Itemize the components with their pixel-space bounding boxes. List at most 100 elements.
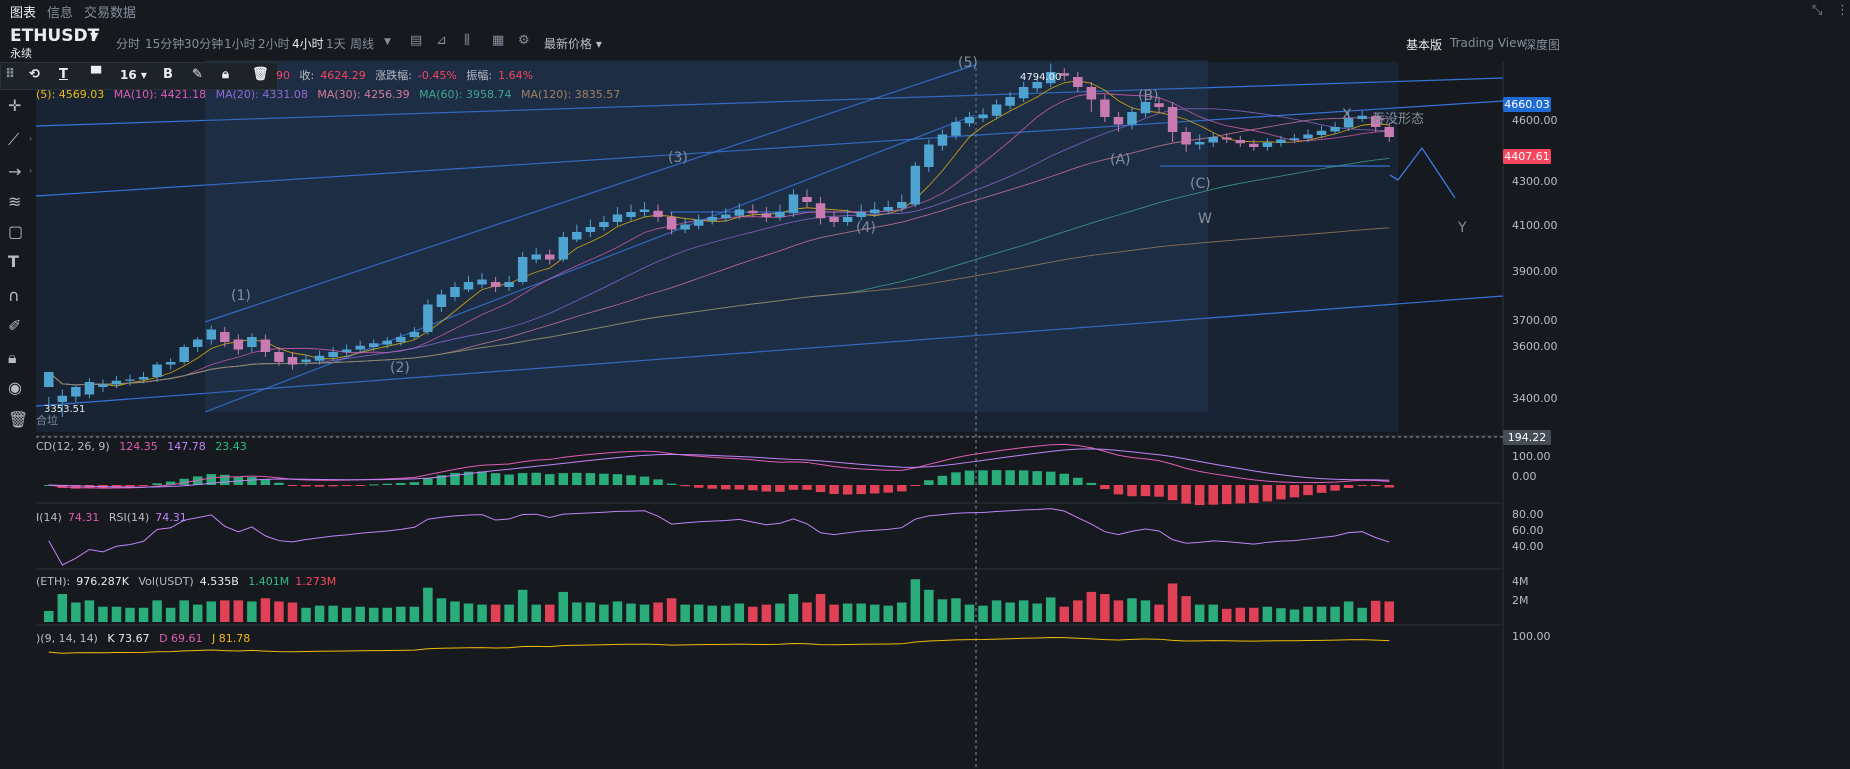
- macd-histogram-bar: [179, 478, 189, 485]
- font-size-select[interactable]: 16 ▾: [120, 68, 147, 82]
- view-basic[interactable]: 基本版: [1406, 38, 1443, 52]
- macd-histogram-bar: [396, 483, 406, 485]
- ma10-line: [48, 93, 1390, 386]
- macd-histogram-bar: [1045, 471, 1056, 485]
- text-tool-icon[interactable]: T: [59, 67, 68, 82]
- lock-all-icon[interactable]: 🔒︎: [8, 348, 17, 367]
- interval-week[interactable]: 周线: [350, 37, 375, 51]
- delete-icon[interactable]: 🗑︎: [8, 410, 29, 429]
- macd-histogram-bar: [680, 485, 690, 487]
- paint-roller-icon[interactable]: ▀: [91, 67, 101, 82]
- macd-legend: CD(12, 26, 9) 124.35 147.78 23.43: [36, 440, 247, 453]
- volume-bar: [44, 610, 54, 622]
- template-icon[interactable]: ▦: [492, 33, 505, 48]
- latest-price-dropdown[interactable]: 最新价格 ▾: [544, 37, 602, 51]
- interval-timeline[interactable]: 分时: [116, 37, 141, 51]
- left-toolbar: ✛ ⟋ › → › ≋ ▢ T ∩ ✐ 🔒︎ ◉ 🗑︎: [0, 90, 34, 769]
- interval-dropdown-icon[interactable]: ▼: [384, 37, 391, 47]
- macd-axis-label: 100.00: [1512, 450, 1551, 463]
- trend-line: [35, 295, 1504, 407]
- crosshair-icon[interactable]: ✛: [8, 96, 22, 115]
- candle-body: [531, 254, 541, 260]
- volume-bar: [883, 605, 893, 622]
- volume-bar: [111, 606, 122, 622]
- volume-bar: [802, 602, 812, 622]
- text-icon[interactable]: T: [8, 252, 19, 271]
- interval-1d[interactable]: 1天: [326, 37, 346, 51]
- ray-icon[interactable]: → ›: [8, 162, 33, 181]
- view-tradingview[interactable]: Trading View: [1450, 36, 1527, 50]
- chart-toolbar: [0, 22, 1850, 62]
- interval-30m[interactable]: 30分钟: [184, 37, 224, 51]
- candle-body: [125, 379, 135, 381]
- candle-body: [1384, 127, 1394, 137]
- volume-bar: [57, 594, 68, 622]
- volume-bar: [653, 602, 663, 622]
- volume-bar: [179, 600, 189, 622]
- macd-histogram-bar: [1127, 485, 1137, 497]
- volume-bar: [869, 604, 880, 622]
- sync-icon[interactable]: ⟲: [29, 67, 40, 82]
- pen-icon[interactable]: ✎: [192, 67, 203, 82]
- volume-bar: [71, 602, 81, 622]
- ma-legend: (5): 4569.03 MA(10): 4421.18 MA(20): 433…: [36, 88, 621, 101]
- kdj-axis-label: 100.00: [1512, 630, 1551, 643]
- symbol-title[interactable]: ETHUSDT: [10, 26, 100, 46]
- volume-bar: [693, 604, 704, 622]
- volume-bar: [1249, 607, 1259, 622]
- view-depth[interactable]: 深度图: [1524, 38, 1561, 52]
- candle-body: [355, 345, 365, 350]
- trash-icon[interactable]: 🗑︎: [252, 67, 269, 82]
- settings-gear-icon[interactable]: ⚙: [518, 33, 530, 48]
- tab-info[interactable]: 信息: [47, 6, 74, 21]
- chart-type-icon[interactable]: ⊿: [436, 33, 447, 48]
- more-icon[interactable]: ⋮: [1836, 3, 1849, 18]
- candle-body: [1262, 142, 1273, 147]
- volume-bar: [1276, 608, 1286, 622]
- candle-body: [490, 282, 501, 287]
- interval-15m[interactable]: 15分钟: [145, 37, 185, 51]
- interval-4h[interactable]: 4小时: [292, 37, 324, 51]
- collapse-icon[interactable]: ⤡: [1812, 3, 1823, 18]
- tab-trading-data[interactable]: 交易数据: [84, 6, 137, 21]
- lock-icon[interactable]: 🔒︎: [222, 67, 229, 82]
- price-axis-label: 3600.00: [1512, 340, 1558, 353]
- interval-1h[interactable]: 1小时: [224, 37, 256, 51]
- candle-body: [233, 339, 244, 350]
- macd-histogram-bar: [761, 485, 772, 492]
- shape-icon[interactable]: ▢: [8, 222, 24, 241]
- volume-bar: [545, 604, 555, 622]
- volume-bar: [910, 579, 921, 622]
- candle-body: [1154, 103, 1164, 107]
- drag-handle-icon[interactable]: ⠿: [5, 67, 16, 82]
- symbol-dropdown-icon[interactable]: ▼: [90, 30, 99, 43]
- macd-histogram-bar: [815, 485, 826, 493]
- macd-histogram-bar: [328, 485, 338, 487]
- volume-bar: [842, 603, 853, 622]
- wave-label-y: Y: [1458, 220, 1467, 236]
- volume-bar: [1073, 600, 1083, 622]
- magnet-icon[interactable]: ∩: [8, 286, 20, 305]
- draw-lock-icon[interactable]: ✐: [8, 316, 22, 335]
- kdj-j-line: [48, 636, 1390, 654]
- volume-bar: [1316, 606, 1327, 622]
- trend-line: [35, 100, 1504, 197]
- volume-bar: [1032, 603, 1042, 622]
- candle-style-icon[interactable]: ⫼: [464, 33, 470, 48]
- fib-icon[interactable]: ≋: [8, 192, 22, 211]
- volume-bar: [98, 606, 108, 622]
- macd-histogram-bar: [247, 476, 257, 485]
- eye-icon[interactable]: ◉: [8, 378, 22, 397]
- trendline-icon[interactable]: ⟋ ›: [8, 130, 33, 149]
- volume-bar: [1343, 601, 1354, 622]
- volume-bar: [991, 600, 1002, 622]
- volume-legend: (ETH): 976.287K Vol(USDT) 4.535B 1.401M 1.2…: [36, 575, 337, 588]
- interval-2h[interactable]: 2小时: [258, 37, 290, 51]
- bold-button[interactable]: B: [163, 67, 173, 82]
- candle-body: [829, 217, 839, 222]
- candle-body: [274, 352, 284, 362]
- candle-body: [1113, 117, 1124, 125]
- candle-body: [951, 122, 961, 136]
- indicator-panel-icon[interactable]: ▤: [410, 33, 423, 48]
